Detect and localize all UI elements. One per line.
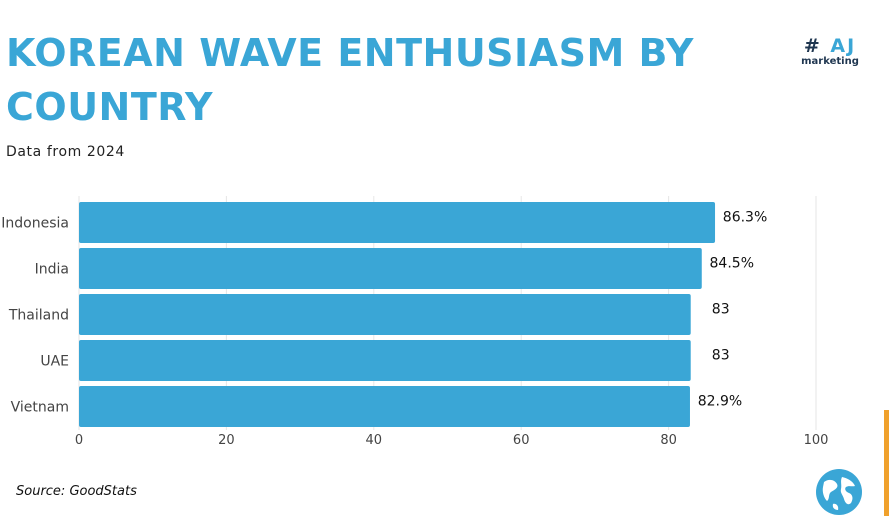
logo-mark: # AJ [800,36,860,56]
bar-chart: 0 20 40 60 80 100 Indonesia 86.3% India 84.5% Thai… [1,196,828,449]
category-label: India [35,262,69,278]
logo-subtext: marketing [801,56,859,67]
chart-title: KOREAN WAVE ENTHUSIASM BY COUNTRY [6,31,694,129]
globe-icon [816,469,862,515]
category-label: UAE [40,354,69,370]
chart-subtitle: Data from 2024 [6,144,125,160]
x-tick-label: 100 [804,433,829,448]
data-label: 83 [712,348,730,364]
bars [79,202,716,427]
data-label: 86.3% [723,210,767,226]
brand-logo: # AJ marketing [800,36,860,68]
category-label: Indonesia [1,216,69,232]
category-label: Thailand [8,308,69,324]
x-tick-label: 60 [513,433,530,448]
x-tick-label: 20 [218,433,235,448]
logo-text: AJ [830,35,857,57]
x-tick-label: 40 [366,433,383,448]
logo-hash: # [803,35,822,57]
bar [79,248,702,289]
bar [79,202,716,243]
x-tick-label: 80 [660,433,677,448]
data-label: 83 [712,302,730,318]
x-tick-label: 0 [75,433,83,448]
bar [79,386,690,427]
data-label: 82.9% [698,394,742,410]
labels: 0 20 40 60 80 100 Indonesia 86.3% India 84.5% Thai… [1,210,828,449]
bar [79,294,691,335]
accent-edge [884,410,889,516]
source-note: Source: GoodStats [16,484,137,499]
data-label: 84.5% [710,256,754,272]
category-label: Vietnam [11,400,69,416]
bar [79,340,691,381]
